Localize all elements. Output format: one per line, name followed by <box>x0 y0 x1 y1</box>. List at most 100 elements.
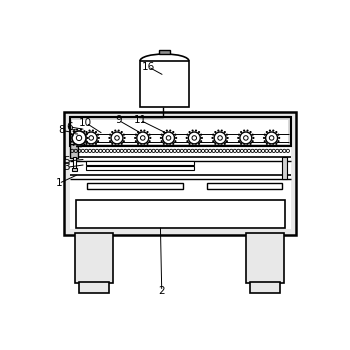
Circle shape <box>186 137 188 139</box>
Circle shape <box>211 137 214 139</box>
Circle shape <box>85 143 88 145</box>
Circle shape <box>111 131 113 133</box>
Circle shape <box>250 131 252 133</box>
Circle shape <box>266 143 268 145</box>
Text: 11: 11 <box>133 115 147 125</box>
Circle shape <box>226 134 228 136</box>
Circle shape <box>269 144 271 146</box>
Circle shape <box>148 140 151 142</box>
Bar <box>159 50 170 55</box>
Circle shape <box>80 128 82 131</box>
Circle shape <box>214 143 216 145</box>
Circle shape <box>89 130 91 132</box>
Circle shape <box>238 134 240 136</box>
Bar <box>140 61 189 107</box>
Circle shape <box>188 143 191 145</box>
Circle shape <box>83 140 85 142</box>
Circle shape <box>109 134 111 136</box>
Text: 7: 7 <box>69 129 76 139</box>
Circle shape <box>163 143 165 145</box>
Circle shape <box>111 132 123 144</box>
Circle shape <box>83 134 85 136</box>
Circle shape <box>95 143 97 145</box>
Bar <box>282 156 287 180</box>
Text: 6: 6 <box>66 122 73 132</box>
Circle shape <box>191 130 194 132</box>
Bar <box>70 118 290 229</box>
Circle shape <box>240 132 252 144</box>
Circle shape <box>85 132 97 144</box>
Circle shape <box>97 134 99 136</box>
Circle shape <box>277 134 280 136</box>
Circle shape <box>201 137 203 139</box>
Circle shape <box>188 131 191 133</box>
Text: 2: 2 <box>159 286 165 296</box>
Circle shape <box>135 140 137 142</box>
Circle shape <box>169 130 171 132</box>
Circle shape <box>80 145 82 147</box>
Bar <box>250 282 280 293</box>
Bar <box>246 233 284 283</box>
Circle shape <box>149 137 152 139</box>
Circle shape <box>148 134 151 136</box>
Bar <box>73 158 76 169</box>
Circle shape <box>246 130 248 132</box>
Bar <box>72 168 77 172</box>
Bar <box>72 120 288 144</box>
Circle shape <box>76 128 78 131</box>
Circle shape <box>83 137 85 139</box>
Circle shape <box>169 144 171 146</box>
Circle shape <box>160 137 162 139</box>
Circle shape <box>146 131 149 133</box>
Circle shape <box>174 134 176 136</box>
Circle shape <box>114 130 117 132</box>
Circle shape <box>166 130 168 132</box>
Circle shape <box>114 144 117 146</box>
Circle shape <box>272 130 274 132</box>
Circle shape <box>200 140 202 142</box>
Circle shape <box>195 144 197 146</box>
Circle shape <box>195 130 197 132</box>
Circle shape <box>111 143 113 145</box>
Circle shape <box>123 140 125 142</box>
Bar <box>86 166 194 170</box>
Circle shape <box>217 144 219 146</box>
Circle shape <box>172 143 174 145</box>
Circle shape <box>97 140 99 142</box>
Circle shape <box>212 134 214 136</box>
Circle shape <box>72 144 75 146</box>
Circle shape <box>263 137 265 139</box>
Circle shape <box>243 130 245 132</box>
Circle shape <box>95 131 97 133</box>
Text: 3: 3 <box>63 162 70 172</box>
Circle shape <box>137 131 139 133</box>
Circle shape <box>186 140 189 142</box>
Circle shape <box>224 131 226 133</box>
Bar <box>75 233 113 283</box>
Circle shape <box>163 131 165 133</box>
Circle shape <box>161 134 163 136</box>
Circle shape <box>220 130 223 132</box>
Circle shape <box>121 131 123 133</box>
Circle shape <box>83 130 85 132</box>
Circle shape <box>246 144 248 146</box>
Circle shape <box>137 132 149 144</box>
Bar <box>70 145 78 159</box>
Circle shape <box>118 144 120 146</box>
Circle shape <box>89 144 91 146</box>
Circle shape <box>172 131 174 133</box>
Text: 16: 16 <box>141 62 155 72</box>
Text: 5: 5 <box>63 156 70 166</box>
Circle shape <box>144 144 146 146</box>
Circle shape <box>83 144 85 146</box>
Circle shape <box>109 140 111 142</box>
Circle shape <box>135 134 137 136</box>
Circle shape <box>250 143 252 145</box>
Text: 1: 1 <box>55 178 62 189</box>
Circle shape <box>214 131 216 133</box>
Circle shape <box>124 137 126 139</box>
Circle shape <box>272 144 274 146</box>
Circle shape <box>238 140 240 142</box>
Bar <box>64 112 296 235</box>
Circle shape <box>86 141 88 143</box>
